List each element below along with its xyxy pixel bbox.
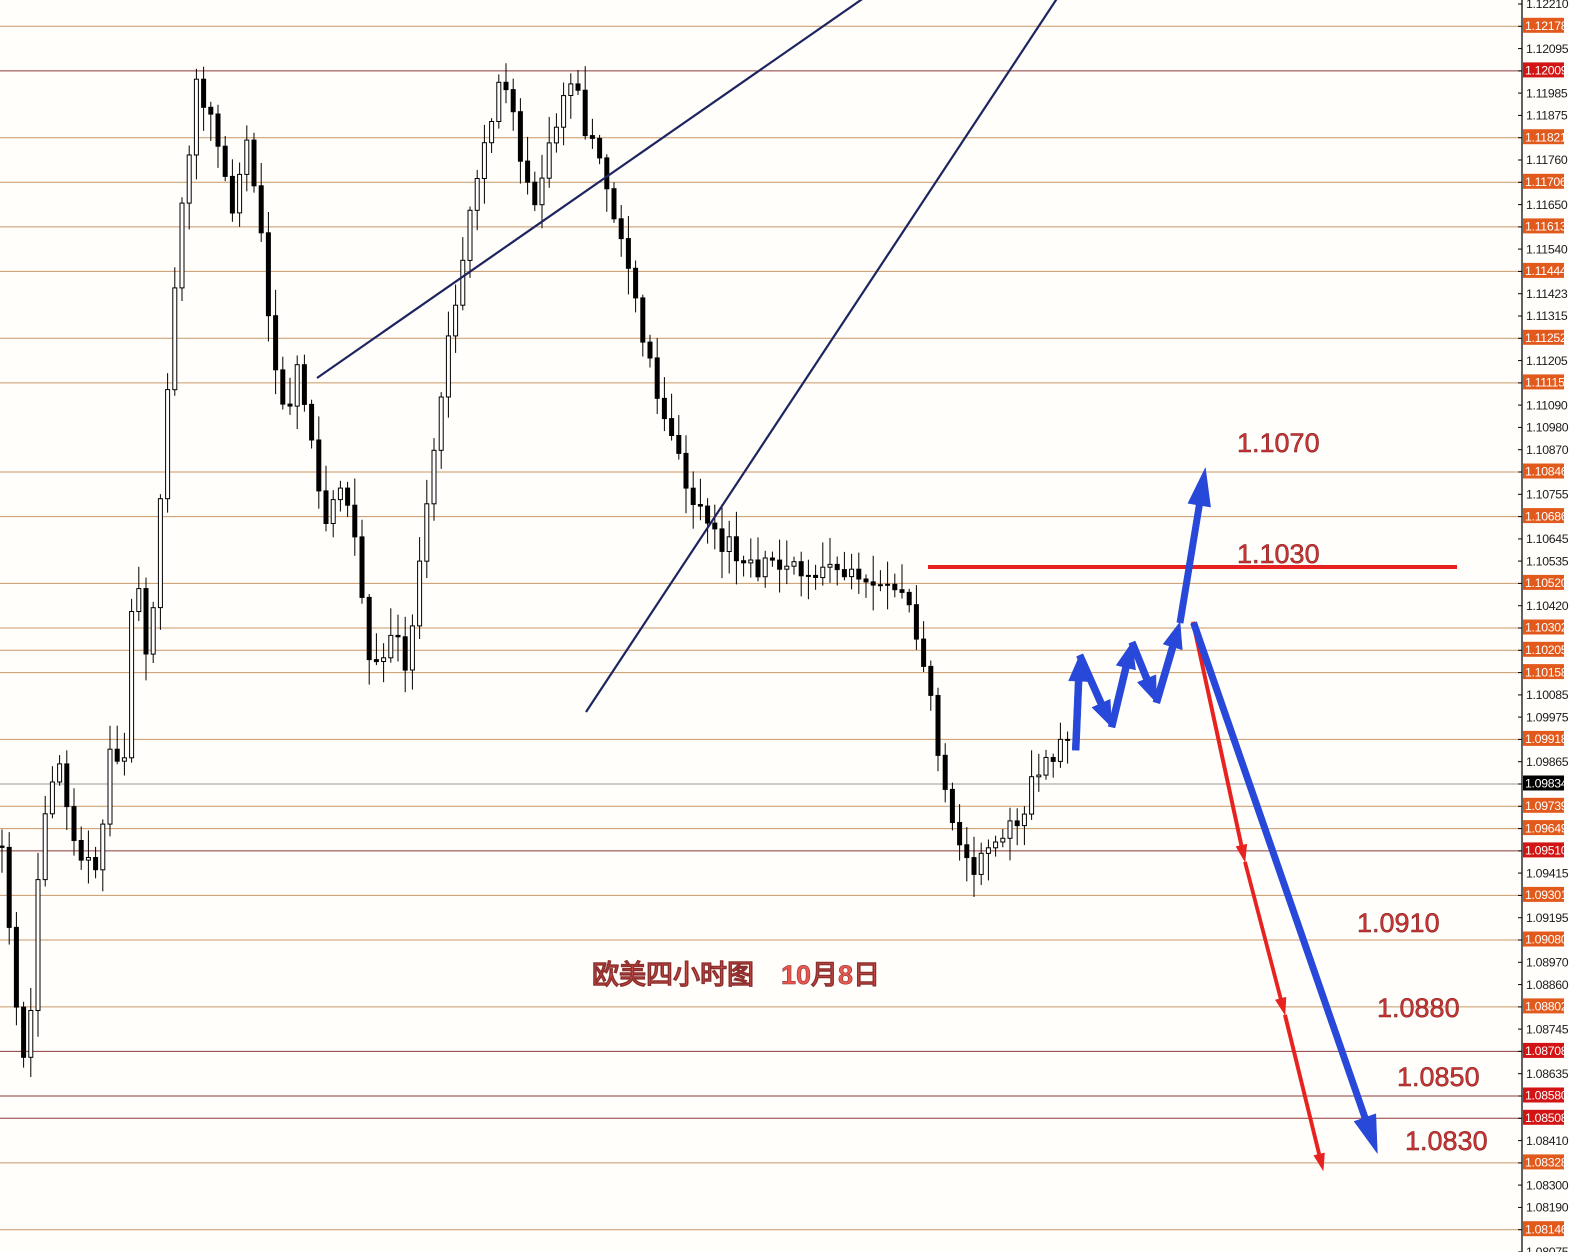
svg-text:1.09510: 1.09510 [1525,844,1568,858]
svg-text:1.10645: 1.10645 [1526,532,1569,546]
svg-text:1.08075: 1.08075 [1526,1245,1569,1252]
svg-text:1.11985: 1.11985 [1526,86,1568,100]
svg-text:1.08970: 1.08970 [1526,956,1569,970]
svg-text:1.1030: 1.1030 [1237,539,1320,569]
svg-text:1.10535: 1.10535 [1526,554,1569,568]
svg-text:1.11875: 1.11875 [1526,109,1568,123]
svg-text:1.10205: 1.10205 [1525,643,1568,657]
svg-text:1.0850: 1.0850 [1397,1062,1480,1092]
svg-text:1.10980: 1.10980 [1526,421,1569,435]
svg-text:1.08580: 1.08580 [1525,1089,1568,1103]
svg-text:1.10158: 1.10158 [1525,665,1568,679]
svg-text:1.11090: 1.11090 [1526,398,1568,412]
svg-text:1.11613: 1.11613 [1525,220,1567,234]
svg-text:1.1070: 1.1070 [1237,428,1320,458]
svg-text:1.11205: 1.11205 [1526,354,1568,368]
svg-text:1.11315: 1.11315 [1526,309,1568,323]
svg-text:1.08708: 1.08708 [1525,1044,1568,1058]
svg-text:1.08190: 1.08190 [1526,1201,1569,1215]
svg-text:1.08146: 1.08146 [1525,1222,1568,1236]
svg-text:1.09739: 1.09739 [1525,799,1568,813]
svg-text:1.08508: 1.08508 [1525,1111,1568,1125]
svg-text:1.11444: 1.11444 [1525,264,1567,278]
svg-text:1.08328: 1.08328 [1525,1156,1568,1170]
svg-text:1.09918: 1.09918 [1525,732,1568,746]
svg-text:1.10846: 1.10846 [1525,465,1568,479]
svg-text:1.11540: 1.11540 [1526,242,1568,256]
svg-text:1.09865: 1.09865 [1526,755,1569,769]
svg-text:1.12095: 1.12095 [1526,42,1569,56]
svg-text:1.12178: 1.12178 [1525,19,1568,33]
svg-text:1.08802: 1.08802 [1525,1000,1568,1014]
svg-text:1.10755: 1.10755 [1526,488,1569,502]
svg-text:1.08410: 1.08410 [1526,1134,1569,1148]
svg-text:1.10420: 1.10420 [1526,599,1569,613]
svg-text:1.11650: 1.11650 [1526,198,1568,212]
svg-text:1.08635: 1.08635 [1526,1067,1569,1081]
svg-text:1.11706: 1.11706 [1525,175,1567,189]
svg-text:欧美四小时图 10月8日: 欧美四小时图 10月8日 [592,959,880,990]
svg-text:1.08860: 1.08860 [1526,978,1569,992]
svg-text:1.10520: 1.10520 [1525,576,1568,590]
svg-text:1.10870: 1.10870 [1526,443,1569,457]
svg-text:1.09195: 1.09195 [1526,911,1569,925]
svg-text:1.0910: 1.0910 [1357,908,1440,938]
svg-text:1.09415: 1.09415 [1526,866,1569,880]
svg-text:1.12210: 1.12210 [1526,0,1569,11]
svg-text:1.10302: 1.10302 [1525,621,1568,635]
svg-text:1.09301: 1.09301 [1525,888,1568,902]
svg-text:1.10686: 1.10686 [1525,509,1568,523]
svg-text:1.09649: 1.09649 [1525,821,1568,835]
svg-text:1.09080: 1.09080 [1525,933,1568,947]
svg-text:1.09975: 1.09975 [1526,710,1569,724]
svg-text:1.08300: 1.08300 [1526,1178,1569,1192]
svg-text:1.12009: 1.12009 [1525,64,1568,78]
svg-text:1.10085: 1.10085 [1526,688,1569,702]
svg-text:1.11760: 1.11760 [1526,153,1568,167]
svg-text:1.11115: 1.11115 [1525,376,1565,390]
svg-text:1.11821: 1.11821 [1525,130,1567,144]
svg-text:1.11252: 1.11252 [1525,331,1567,345]
svg-text:1.09834: 1.09834 [1525,777,1568,791]
svg-text:1.0830: 1.0830 [1405,1126,1488,1156]
svg-text:1.08745: 1.08745 [1526,1022,1569,1036]
svg-text:1.0880: 1.0880 [1377,993,1460,1023]
svg-text:1.11423: 1.11423 [1526,287,1568,301]
